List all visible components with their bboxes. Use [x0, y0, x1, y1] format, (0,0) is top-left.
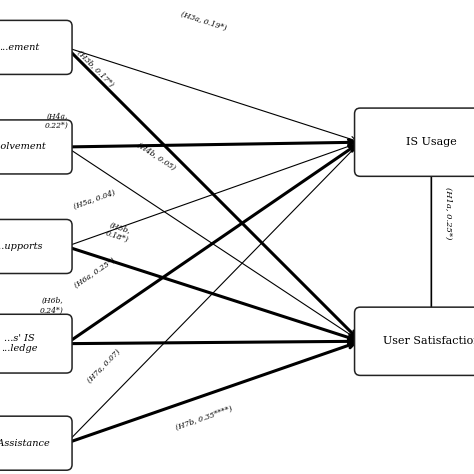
Text: (H5b,
0.18*): (H5b, 0.18*) — [104, 220, 133, 244]
Text: ...olvement: ...olvement — [0, 143, 46, 151]
Text: (H6a, 0.25*): (H6a, 0.25*) — [73, 256, 117, 289]
Text: ...Assistance: ...Assistance — [0, 439, 50, 447]
FancyBboxPatch shape — [355, 108, 474, 176]
Text: (H3a, 0.19*): (H3a, 0.19*) — [180, 10, 228, 32]
Text: IS Usage: IS Usage — [406, 137, 457, 147]
Text: (H6b,
0.24*): (H6b, 0.24*) — [40, 297, 64, 314]
FancyBboxPatch shape — [0, 416, 72, 470]
Text: ...upports: ...upports — [0, 242, 43, 251]
Text: (H7b, 0.35****): (H7b, 0.35****) — [174, 404, 233, 432]
FancyBboxPatch shape — [0, 219, 72, 273]
Text: (H1a, 0.25*): (H1a, 0.25*) — [444, 187, 452, 239]
Text: (H4b, 0.05): (H4b, 0.05) — [136, 141, 177, 172]
Text: (H7a, 0.07): (H7a, 0.07) — [86, 347, 122, 384]
FancyBboxPatch shape — [0, 120, 72, 174]
Text: (H3b, 0.17*): (H3b, 0.17*) — [75, 49, 115, 89]
Text: ...s' IS
...ledge: ...s' IS ...ledge — [0, 334, 37, 353]
FancyBboxPatch shape — [0, 20, 72, 74]
Text: (H4a,
0.22*): (H4a, 0.22*) — [45, 112, 69, 130]
Text: ...ement: ...ement — [0, 43, 39, 52]
FancyBboxPatch shape — [355, 307, 474, 375]
FancyBboxPatch shape — [0, 314, 72, 373]
Text: (H5a, 0.04): (H5a, 0.04) — [73, 189, 117, 211]
Text: User Satisfaction: User Satisfaction — [383, 336, 474, 346]
